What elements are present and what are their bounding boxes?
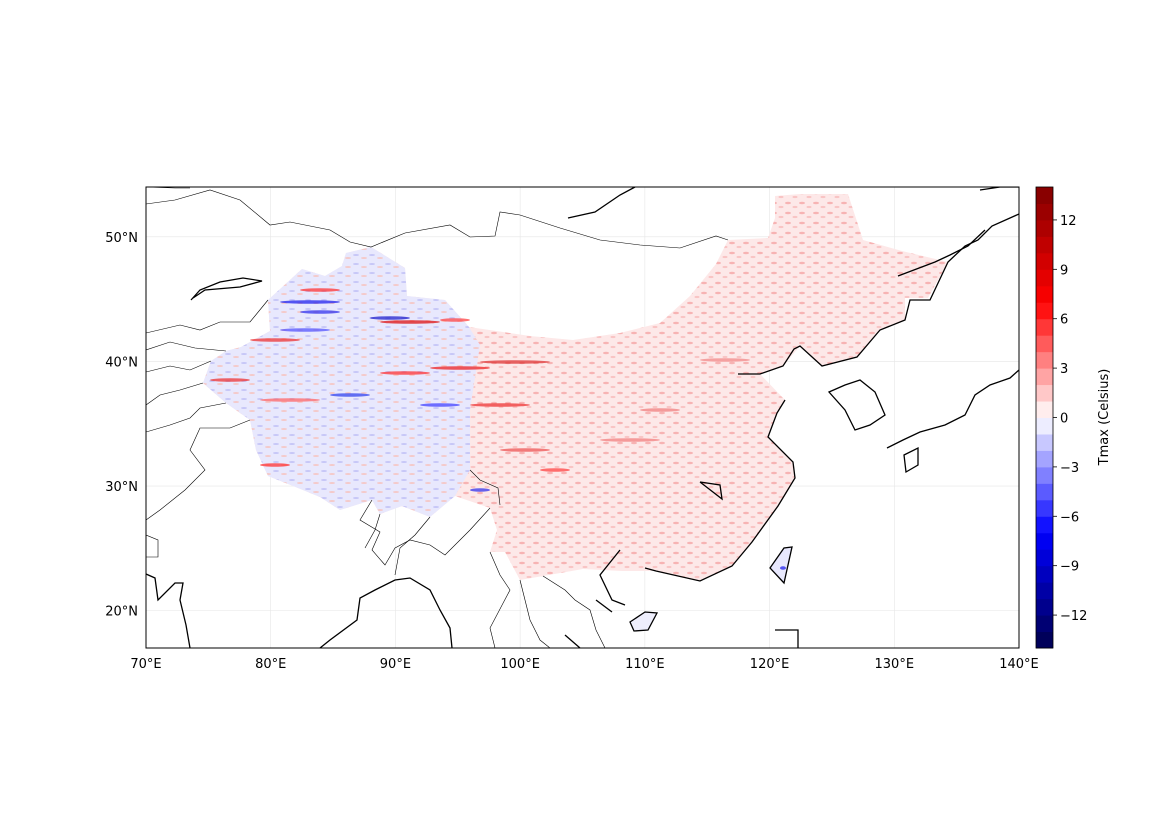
- colorbar-band: [1036, 549, 1053, 567]
- x-tick-label: 140°E: [999, 657, 1039, 672]
- x-tick-label: 100°E: [500, 657, 540, 672]
- colorbar-band: [1036, 499, 1053, 517]
- colorbar-band: [1036, 466, 1053, 484]
- colorbar-tick-label: 12: [1060, 214, 1077, 229]
- colorbar-bands: [1036, 187, 1053, 649]
- y-tick-label: 20°N: [105, 605, 138, 620]
- anomaly-streak: [300, 288, 340, 292]
- colorbar-band: [1036, 335, 1053, 353]
- x-tick-label: 70°E: [130, 657, 161, 672]
- anomaly-streak: [380, 320, 440, 324]
- y-tick-labels: 20°N 30°N 40°N 50°N: [105, 231, 138, 620]
- colorbar-band: [1036, 598, 1053, 616]
- colorbar-band: [1036, 401, 1053, 418]
- coastlines: [146, 187, 1019, 648]
- colorbar-band: [1036, 269, 1053, 287]
- x-tick-label: 120°E: [750, 657, 790, 672]
- anomaly-streak: [250, 338, 300, 342]
- x-tick-labels: 70°E 80°E 90°E 100°E 110°E 120°E 130°E 140°E: [130, 657, 1038, 672]
- colorbar-band: [1036, 565, 1053, 583]
- y-tick-label: 50°N: [105, 231, 138, 246]
- colorbar-band: [1036, 203, 1053, 221]
- colorbar-tick-label: −6: [1060, 510, 1079, 525]
- x-tick-label: 90°E: [380, 657, 411, 672]
- colorbar-band: [1036, 187, 1053, 204]
- colorbar-band: [1036, 236, 1053, 254]
- colorbar-band: [1036, 450, 1053, 468]
- y-tick-label: 30°N: [105, 480, 138, 495]
- country-borders: [146, 187, 729, 648]
- anomaly-streaks: [210, 288, 786, 570]
- anomaly-streak: [370, 316, 410, 320]
- colorbar-tick-label: 3: [1060, 362, 1068, 377]
- colorbar-tick-label: 9: [1060, 263, 1068, 278]
- colorbar-tick-label: −12: [1060, 609, 1087, 624]
- x-tick-label: 110°E: [625, 657, 665, 672]
- anomaly-streak: [600, 438, 660, 442]
- colorbar-band: [1036, 582, 1053, 600]
- colorbar-band: [1036, 302, 1053, 320]
- taiwan-data-field: [770, 547, 792, 583]
- anomaly-streak: [260, 398, 320, 402]
- anomaly-streak: [380, 371, 430, 375]
- colorbar-ticks: 12 9 6 3 0 −3 −6 −9 −12: [1053, 214, 1087, 624]
- colorbar-band: [1036, 631, 1053, 649]
- anomaly-streak: [330, 393, 370, 397]
- anomaly-streak: [430, 366, 490, 370]
- colorbar-tick-label: −9: [1060, 560, 1079, 575]
- anomaly-streak: [210, 378, 250, 382]
- anomaly-streak: [280, 300, 340, 304]
- colorbar-band: [1036, 285, 1053, 303]
- colorbar-band: [1036, 351, 1053, 369]
- colorbar-label: Tmax (Celsius): [1097, 369, 1112, 467]
- anomaly-streak: [300, 310, 340, 314]
- colorbar-tick-label: 0: [1060, 412, 1068, 427]
- map-frame: [145, 186, 1020, 649]
- anomaly-streak: [440, 318, 470, 322]
- colorbar-tick-label: −3: [1060, 461, 1079, 476]
- colorbar-tick-label: 6: [1060, 313, 1068, 328]
- anomaly-streak: [640, 408, 680, 412]
- anomaly-streak: [700, 358, 750, 362]
- colorbar-band: [1036, 417, 1053, 435]
- anomaly-streak: [280, 328, 330, 332]
- colorbar-band: [1036, 433, 1053, 451]
- hainan-data-field: [630, 612, 657, 631]
- x-tick-label: 80°E: [255, 657, 286, 672]
- colorbar-band: [1036, 615, 1053, 633]
- colorbar-band: [1036, 318, 1053, 336]
- anomaly-streak: [500, 448, 550, 452]
- colorbar-band: [1036, 252, 1053, 270]
- anomaly-streak: [420, 403, 460, 407]
- colorbar-band: [1036, 532, 1053, 550]
- colorbar-band: [1036, 219, 1053, 237]
- anomaly-streak: [470, 403, 530, 407]
- colorbar-band: [1036, 483, 1053, 501]
- colorbar-band: [1036, 516, 1053, 534]
- anomaly-streak: [780, 566, 786, 570]
- y-tick-label: 40°N: [105, 355, 138, 370]
- map-plot-area: [146, 187, 1019, 648]
- anomaly-streak: [480, 360, 550, 364]
- colorbar-band: [1036, 368, 1053, 386]
- colorbar-band: [1036, 384, 1053, 402]
- anomaly-streak: [260, 463, 290, 467]
- western-data-field: [203, 247, 480, 517]
- colorbar: 12 9 6 3 0 −3 −6 −9 −12 Tmax (Celsius): [1035, 186, 1112, 649]
- x-tick-label: 130°E: [875, 657, 915, 672]
- anomaly-streak: [540, 468, 570, 472]
- anomaly-streak: [470, 488, 490, 492]
